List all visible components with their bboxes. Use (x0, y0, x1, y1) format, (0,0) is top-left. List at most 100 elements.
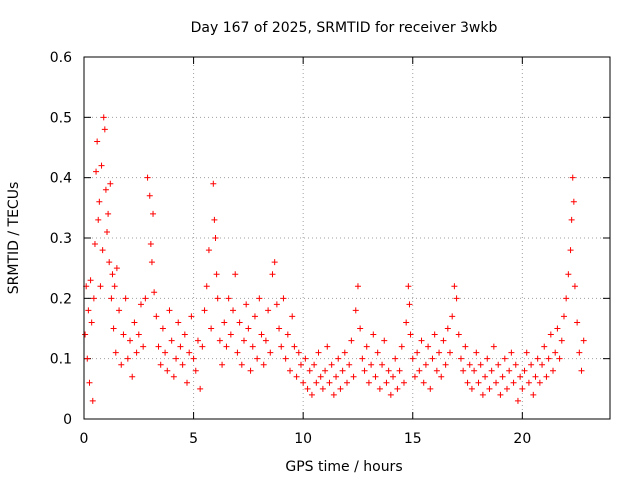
data-point (330, 391, 337, 398)
data-point (539, 361, 546, 368)
data-point (361, 367, 368, 374)
data-point (444, 325, 451, 332)
data-point (363, 343, 370, 350)
data-point (90, 295, 97, 302)
data-point (479, 391, 486, 398)
data-point (580, 337, 587, 344)
data-point (484, 355, 491, 362)
data-point (319, 385, 326, 392)
data-point (493, 379, 500, 386)
data-point (221, 319, 228, 326)
data-point (425, 343, 432, 350)
data-point (291, 343, 298, 350)
data-point (122, 295, 129, 302)
data-point (543, 373, 550, 380)
data-point (97, 283, 104, 290)
data-point (350, 373, 357, 380)
data-point (205, 247, 212, 254)
data-point (506, 367, 513, 374)
data-point (427, 385, 434, 392)
data-point (181, 331, 188, 338)
data-point (124, 355, 131, 362)
data-point (140, 343, 147, 350)
data-point (473, 349, 480, 356)
data-point (179, 361, 186, 368)
data-point (186, 349, 193, 356)
data-point (131, 319, 138, 326)
data-point (101, 126, 108, 133)
data-point (203, 283, 210, 290)
grid-lines (84, 57, 610, 419)
data-point (144, 174, 151, 181)
data-point (184, 379, 191, 386)
data-point (120, 331, 127, 338)
data-point (306, 367, 313, 374)
data-point (192, 367, 199, 374)
data-point (436, 349, 443, 356)
data-point (477, 361, 484, 368)
data-point (460, 367, 467, 374)
data-point (482, 373, 489, 380)
data-point (147, 241, 154, 248)
data-point (106, 259, 113, 266)
data-point (219, 361, 226, 368)
data-point (416, 367, 423, 374)
data-point (99, 247, 106, 254)
data-point (352, 307, 359, 314)
data-point (173, 355, 180, 362)
data-point (284, 331, 291, 338)
data-point (547, 331, 554, 338)
data-point (137, 301, 144, 308)
data-point (256, 295, 263, 302)
data-point (497, 391, 504, 398)
data-point (258, 331, 265, 338)
data-point (238, 361, 245, 368)
data-point (565, 271, 572, 278)
data-point (170, 373, 177, 380)
data-point (100, 114, 107, 121)
data-point (475, 379, 482, 386)
data-point (93, 168, 100, 175)
y-tick-label: 0.3 (50, 231, 72, 247)
data-point (84, 355, 91, 362)
data-point (112, 349, 119, 356)
data-point (308, 391, 315, 398)
data-point (433, 367, 440, 374)
data-point (223, 343, 230, 350)
data-points (82, 114, 587, 404)
data-point (151, 289, 158, 296)
data-point (102, 186, 109, 193)
data-point (116, 307, 123, 314)
data-point (385, 367, 392, 374)
data-point (95, 216, 102, 223)
data-point (267, 349, 274, 356)
data-point (317, 373, 324, 380)
data-point (519, 385, 526, 392)
data-point (354, 283, 361, 290)
data-point (129, 373, 136, 380)
chart-title: Day 167 of 2025, SRMTID for receiver 3wk… (191, 20, 498, 36)
data-point (232, 271, 239, 278)
data-point (392, 355, 399, 362)
data-point (453, 295, 460, 302)
data-point (82, 331, 89, 338)
plot-frame (83, 56, 611, 420)
data-point (273, 301, 280, 308)
data-point (260, 361, 267, 368)
data-point (499, 373, 506, 380)
data-point (431, 331, 438, 338)
data-point (341, 349, 348, 356)
data-point (146, 192, 153, 199)
data-point (230, 307, 237, 314)
data-point (245, 325, 252, 332)
y-tick-label: 0 (63, 412, 72, 428)
data-point (110, 325, 117, 332)
data-point (411, 373, 418, 380)
data-point (87, 277, 94, 284)
data-point (111, 283, 118, 290)
data-point (295, 349, 302, 356)
data-point (521, 367, 528, 374)
data-point (451, 283, 458, 290)
data-point (536, 379, 543, 386)
